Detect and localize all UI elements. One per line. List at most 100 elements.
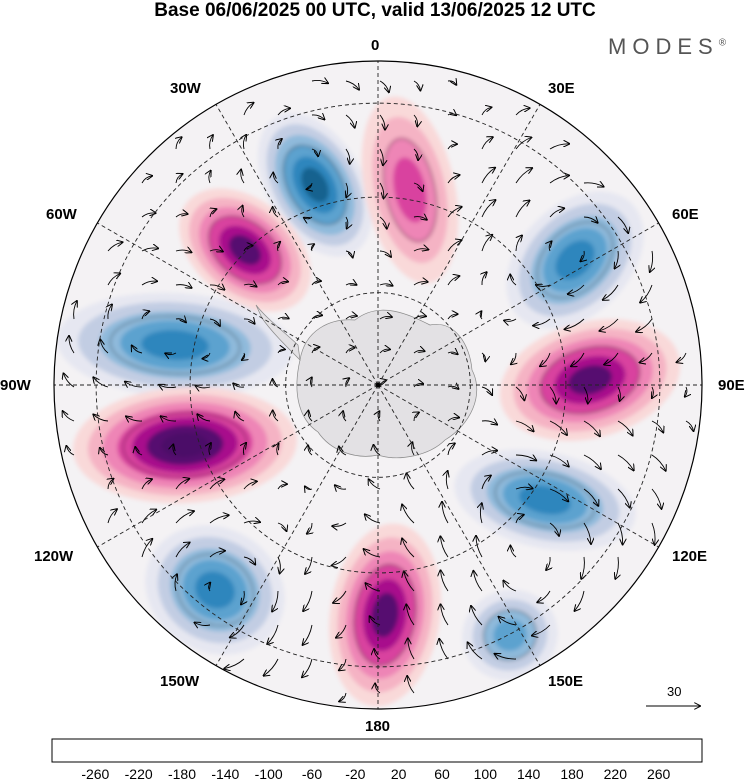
wind-arrow bbox=[413, 282, 428, 286]
anomaly-contour bbox=[493, 619, 527, 651]
wind-arrow bbox=[173, 445, 177, 456]
colorbar-tick-label: 20 bbox=[390, 766, 407, 782]
wind-arrow bbox=[583, 522, 591, 544]
wind-arrow bbox=[537, 590, 551, 602]
wind-arrow bbox=[447, 207, 462, 218]
wind-arrow bbox=[125, 382, 143, 387]
map-title: Base 06/06/2025 00 UTC, valid 13/06/2025… bbox=[154, 0, 596, 21]
wind-vectors bbox=[63, 80, 694, 701]
wind-arrow bbox=[305, 556, 313, 574]
wind-arrow bbox=[600, 318, 619, 331]
wind-arrow bbox=[442, 502, 449, 524]
wind-arrow bbox=[412, 442, 415, 456]
wind-arrow bbox=[345, 114, 355, 128]
wind-arrow bbox=[481, 451, 497, 456]
wind-arrow bbox=[441, 570, 449, 592]
meridian-line bbox=[215, 104, 379, 386]
wind-arrow bbox=[243, 103, 254, 116]
wind-arrow bbox=[447, 114, 456, 116]
lon-label-120w: 120W bbox=[34, 548, 74, 565]
wind-arrow bbox=[100, 448, 109, 456]
wind-arrow bbox=[278, 139, 282, 150]
south-pole-marker bbox=[375, 382, 381, 388]
wind-arrow bbox=[311, 244, 314, 252]
wind-arrow bbox=[307, 182, 312, 189]
wind-arrow bbox=[407, 473, 415, 490]
wind-arrow bbox=[175, 214, 188, 218]
anomaly-contour bbox=[568, 365, 612, 395]
wind-arrow bbox=[468, 642, 483, 660]
colorbar-tick-label: -180 bbox=[167, 766, 197, 782]
lon-label-0: 0 bbox=[371, 37, 380, 54]
wind-arrow bbox=[540, 352, 551, 366]
lon-label-180: 180 bbox=[365, 718, 391, 735]
wind-arrow bbox=[446, 471, 448, 490]
meridian-line bbox=[377, 104, 541, 386]
wind-arrow bbox=[241, 590, 244, 604]
wind-arrow bbox=[277, 108, 290, 116]
meridian-line bbox=[97, 222, 379, 386]
wind-arrow bbox=[515, 168, 532, 184]
wind-arrow bbox=[549, 488, 568, 501]
wind-arrow bbox=[369, 479, 381, 490]
wind-arrow bbox=[264, 658, 279, 676]
streamline-loop bbox=[109, 315, 241, 375]
wind-arrow bbox=[196, 386, 211, 388]
wind-arrow bbox=[495, 654, 517, 659]
wind-arrow bbox=[481, 235, 492, 252]
colorbar-tick-label: 60 bbox=[434, 766, 450, 782]
wind-arrow bbox=[175, 285, 192, 288]
wind-arrow bbox=[640, 352, 653, 363]
wind-arrow bbox=[677, 352, 687, 362]
wind-arrow bbox=[515, 487, 533, 489]
anomaly-center bbox=[462, 589, 558, 681]
wind-arrow bbox=[571, 352, 585, 366]
wind-arrow bbox=[333, 590, 347, 603]
wind-arrow bbox=[515, 515, 524, 524]
wind-arrow bbox=[141, 176, 152, 184]
colorbar-tick-label: 260 bbox=[646, 766, 671, 782]
streamline-loop bbox=[494, 471, 596, 529]
wind-arrow bbox=[175, 479, 189, 490]
wind-arrow bbox=[447, 144, 457, 150]
wind-arrow bbox=[346, 182, 348, 197]
wind-arrow bbox=[604, 352, 619, 365]
wind-arrow bbox=[510, 546, 517, 558]
wind-arrow bbox=[175, 543, 190, 558]
wind-arrow bbox=[108, 479, 113, 490]
wind-arrow bbox=[379, 80, 389, 92]
wind-arrow bbox=[439, 639, 449, 660]
wind-arrow bbox=[273, 173, 279, 184]
wind-arrow bbox=[481, 476, 491, 490]
wind-arrow bbox=[243, 319, 255, 324]
wind-arrow bbox=[209, 318, 220, 326]
wind-arrow bbox=[345, 148, 350, 164]
wind-arrow bbox=[332, 522, 347, 526]
wind-arrow bbox=[652, 386, 654, 398]
wind-arrow bbox=[242, 206, 245, 218]
wind-arrow bbox=[195, 623, 211, 626]
wind-arrow bbox=[549, 420, 567, 435]
wind-arrow bbox=[339, 447, 347, 456]
wind-arrow bbox=[617, 522, 623, 545]
wind-arrow bbox=[93, 377, 109, 388]
wind-arrow bbox=[447, 240, 462, 252]
wind-arrow bbox=[345, 80, 359, 90]
wind-arrow bbox=[277, 522, 287, 531]
wind-arrow bbox=[413, 350, 425, 354]
wind-arrow bbox=[482, 272, 487, 286]
lon-label-60e: 60E bbox=[672, 206, 699, 223]
wind-arrow bbox=[546, 556, 550, 570]
lon-label-90e: 90E bbox=[718, 377, 745, 394]
wind-arrow bbox=[308, 411, 313, 422]
colorbar bbox=[51, 738, 703, 763]
colorbar-tick-label: -140 bbox=[211, 766, 240, 782]
wind-arrow bbox=[651, 488, 662, 509]
wind-arrow bbox=[100, 339, 109, 354]
wind-arrow bbox=[224, 658, 245, 669]
wind-arrow bbox=[536, 285, 551, 287]
wind-arrow bbox=[339, 692, 347, 702]
graticule bbox=[54, 61, 702, 709]
anomaly-contour bbox=[195, 571, 235, 609]
